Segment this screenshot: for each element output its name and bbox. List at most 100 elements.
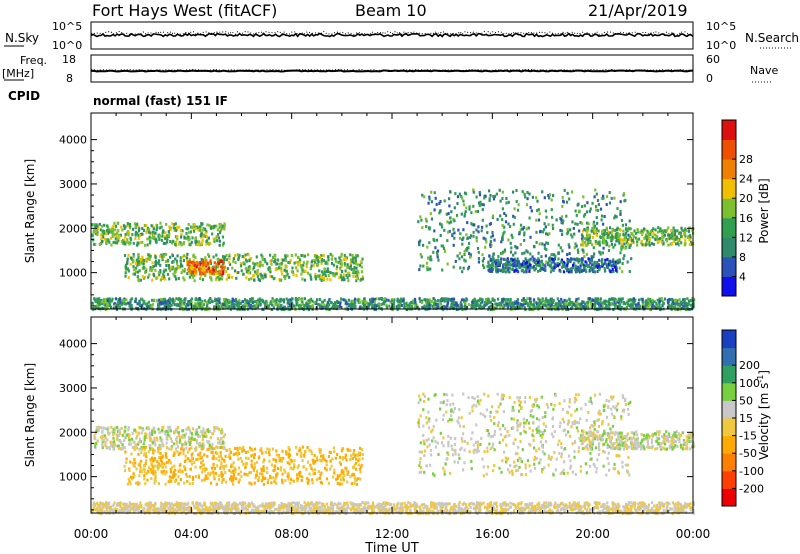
heatmap-cell <box>173 267 176 271</box>
heatmap-cell <box>670 229 673 233</box>
heatmap-cell <box>190 456 193 460</box>
heatmap-cell <box>186 259 189 263</box>
heatmap-cell <box>174 257 177 261</box>
heatmap-cell <box>195 428 198 432</box>
heatmap-cell <box>148 444 151 448</box>
heatmap-cell <box>240 447 243 451</box>
heatmap-cell <box>220 227 223 230</box>
heatmap-cell <box>245 299 249 303</box>
heatmap-cell <box>168 301 172 305</box>
heatmap-cell <box>317 476 320 480</box>
heatmap-cell <box>115 425 119 429</box>
heatmap-cell <box>151 303 154 307</box>
heatmap-cell <box>321 276 324 280</box>
heatmap-cell <box>438 211 441 215</box>
heatmap-cell <box>430 217 434 221</box>
heatmap-cell <box>441 268 444 272</box>
heatmap-cell <box>561 263 565 267</box>
heatmap-cell <box>148 436 151 440</box>
heatmap-cell <box>440 244 443 248</box>
heatmap-cell <box>501 224 504 227</box>
heatmap-cell <box>250 277 253 281</box>
heatmap-cell <box>616 261 620 265</box>
heatmap-cell <box>221 235 225 239</box>
heatmap-cell <box>524 261 527 265</box>
heatmap-cell <box>560 258 563 262</box>
heatmap-cell <box>635 303 638 307</box>
heatmap-cell <box>685 301 688 305</box>
heatmap-cell <box>266 481 269 485</box>
heatmap-cell <box>448 221 451 225</box>
heatmap-cell <box>522 270 526 274</box>
heatmap-cell <box>638 298 641 302</box>
heatmap-cell <box>111 297 114 301</box>
heatmap-cell <box>110 425 113 429</box>
heatmap-cell <box>596 297 599 301</box>
heatmap-cell <box>185 472 188 476</box>
heatmap-cell <box>164 482 167 486</box>
heatmap-cell <box>164 237 167 240</box>
heatmap-cell <box>179 478 182 481</box>
heatmap-cell <box>632 300 635 304</box>
heatmap-cell <box>516 208 520 212</box>
heatmap-cell <box>670 298 673 301</box>
heatmap-cell <box>229 477 232 481</box>
heatmap-cell <box>210 266 213 270</box>
heatmap-cell <box>482 203 485 207</box>
heatmap-cell <box>161 441 164 445</box>
heatmap-cell <box>169 299 172 303</box>
heatmap-cell <box>464 299 467 303</box>
heatmap-cell <box>109 305 112 309</box>
heatmap-cell <box>106 224 109 228</box>
heatmap-cell <box>259 272 262 276</box>
heatmap-cell <box>164 452 167 455</box>
heatmap-cell <box>421 306 424 310</box>
heatmap-cell <box>126 482 129 486</box>
heatmap-cell <box>257 298 260 302</box>
heatmap-cell <box>615 228 618 232</box>
heatmap-cell <box>116 241 119 245</box>
heatmap-cell <box>577 250 580 254</box>
heatmap-cell <box>670 306 673 310</box>
heatmap-cell <box>312 472 315 476</box>
heatmap-cell <box>210 445 213 449</box>
heatmap-cell <box>159 269 162 273</box>
heatmap-cell <box>586 301 590 305</box>
heatmap-cell <box>672 226 675 230</box>
heatmap-cell <box>680 226 683 230</box>
heatmap-cell <box>301 266 304 269</box>
heatmap-cell <box>350 258 353 262</box>
heatmap-cell <box>299 306 302 310</box>
heatmap-cell <box>637 302 640 305</box>
heatmap-cell <box>561 204 564 208</box>
heatmap-cell <box>576 258 579 262</box>
heatmap-cell <box>548 300 551 304</box>
heatmap-cell <box>469 255 472 259</box>
heatmap-cell <box>296 301 299 305</box>
heatmap-cell <box>169 467 172 471</box>
heatmap-cell <box>172 454 175 457</box>
heatmap-cell <box>253 262 256 266</box>
heatmap-cell <box>668 298 671 301</box>
heatmap-cell <box>315 255 319 258</box>
heatmap-cell <box>607 302 610 306</box>
heatmap-cell <box>136 480 139 484</box>
heatmap-cell <box>134 261 137 265</box>
heatmap-cell <box>494 267 498 271</box>
heatmap-cell <box>200 257 203 261</box>
heatmap-cell <box>513 263 516 267</box>
heatmap-cell <box>200 478 203 482</box>
heatmap-cell <box>385 305 388 309</box>
heatmap-cell <box>498 188 501 192</box>
heatmap-cell <box>169 429 172 433</box>
heatmap-cell <box>524 299 527 303</box>
heatmap-cell <box>180 241 183 245</box>
heatmap-cell <box>217 427 220 431</box>
heatmap-cell <box>463 249 466 253</box>
heatmap-cell <box>332 446 335 450</box>
heatmap-cell <box>460 194 463 198</box>
heatmap-cell <box>520 306 523 310</box>
heatmap-cell <box>158 238 161 241</box>
heatmap-cell <box>106 301 109 305</box>
heatmap-cell <box>419 300 422 303</box>
